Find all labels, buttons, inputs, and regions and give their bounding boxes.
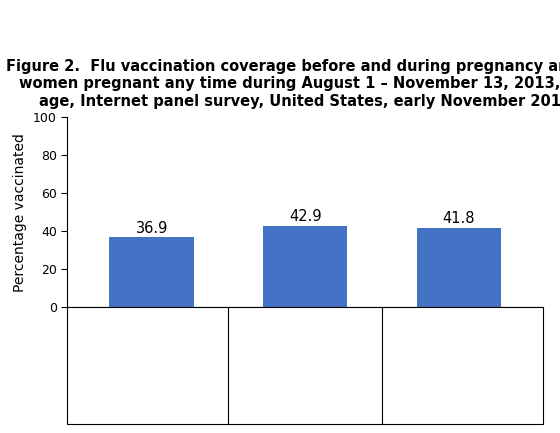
Y-axis label: Percentage vaccinated: Percentage vaccinated [13, 133, 27, 291]
Text: 36.9: 36.9 [136, 220, 168, 236]
Text: 41.8: 41.8 [442, 211, 475, 226]
Text: 18-24 yrs: 18-24 yrs [122, 392, 181, 405]
Bar [263, 226, 347, 307]
Bar [417, 228, 501, 307]
Bar [109, 237, 194, 307]
Text: 35-49  yrs: 35-49 yrs [427, 392, 491, 405]
Text: n = 1163: n = 1163 [276, 346, 334, 359]
Text: n = 386: n = 386 [433, 346, 484, 359]
Text: 25-34 yrs: 25-34 yrs [276, 392, 335, 405]
Text: 42.9: 42.9 [289, 209, 321, 224]
Text: n = 547: n = 547 [127, 346, 177, 359]
Title: Figure 2.  Flu vaccination coverage before and during pregnancy among
women preg: Figure 2. Flu vaccination coverage befor… [6, 59, 560, 109]
